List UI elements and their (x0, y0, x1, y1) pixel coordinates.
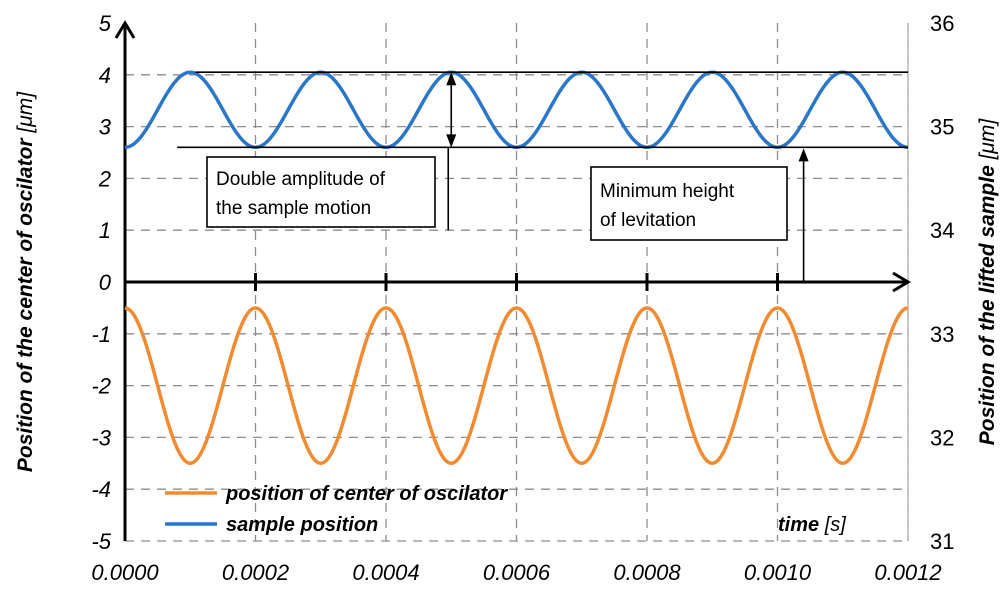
left-axis-title-unit: [μm] (14, 91, 37, 134)
minimum-height-annotation-line-2: of levitation (600, 210, 696, 231)
x-tick-label: 0.0002 (222, 560, 289, 585)
right-tick-label: 34 (930, 218, 954, 243)
left-tick-label: 2 (98, 166, 111, 191)
x-tick-label: 0.0010 (744, 560, 812, 585)
left-tick-label: -3 (91, 425, 111, 450)
x-axis-title-main: time (778, 514, 825, 536)
x-axis-title: time [s] (778, 514, 846, 536)
annotations: Double amplitude of the sample motion Mi… (177, 71, 908, 282)
x-tick-label: 0.0008 (613, 560, 681, 585)
right-tick-label: 31 (930, 529, 954, 554)
right-tick-label: 35 (930, 115, 954, 140)
double-amplitude-annotation-line-2: the sample motion (216, 198, 371, 219)
double-amplitude-annotation-line-1: Double amplitude of (216, 169, 386, 190)
oscillator-position-line (124, 306, 909, 466)
left-tick-label: 0 (99, 270, 112, 295)
left-tick-label: 4 (99, 63, 111, 88)
left-tick-label: 1 (99, 218, 111, 243)
right-axis-title-unit: [μm] (976, 118, 999, 161)
left-tick-label: -5 (91, 529, 111, 554)
right-axis-title-main: Position of the lifted sample (976, 159, 999, 445)
left-axis-tick-labels: 5 4 3 2 1 0 -1 -2 -3 -4 -5 (91, 11, 111, 554)
x-tick-label: 0.0000 (91, 560, 159, 585)
right-axis-title: Position of the lifted sample [μm] (976, 118, 999, 446)
legend-label-sample: sample position (226, 514, 378, 536)
x-tick-label: 0.0012 (874, 560, 941, 585)
y-axis-arrowhead (114, 20, 136, 39)
axes (114, 20, 911, 541)
legend: position of center of oscilator sample p… (165, 483, 508, 536)
x-tick-label: 0.0004 (352, 560, 419, 585)
legend-label-oscillator: position of center of oscilator (225, 483, 508, 505)
left-tick-label: 5 (99, 11, 112, 36)
double-amplitude-arrowhead-down (446, 134, 457, 148)
x-axis-tick-marks (254, 273, 779, 291)
left-axis-title-main: Position of the center of oscilator (14, 133, 37, 473)
right-tick-label: 36 (930, 11, 954, 36)
x-axis-arrowhead (892, 271, 911, 293)
double-amplitude-annotation-box (206, 156, 436, 228)
x-axis-tick-labels: 0.0000 0.0002 0.0004 0.0006 0.0008 0.0010 0.00… (91, 560, 941, 585)
x-axis-title-unit: [s] (824, 514, 847, 536)
left-axis-title: Position of the center of oscilator [μm] (14, 91, 37, 472)
minimum-height-arrowhead (798, 148, 809, 162)
double-amplitude-arrowhead-up (446, 72, 457, 86)
left-tick-label: 3 (99, 115, 112, 140)
left-tick-label: -2 (91, 374, 111, 399)
minimum-height-annotation-box (590, 166, 788, 241)
right-axis-tick-labels: 36 35 34 33 32 31 (930, 11, 954, 554)
right-tick-label: 33 (930, 322, 954, 347)
minimum-height-annotation-line-1: Minimum height (600, 181, 735, 202)
x-tick-label: 0.0006 (483, 560, 551, 585)
left-tick-label: -1 (91, 322, 111, 347)
left-tick-label: -4 (91, 477, 111, 502)
right-tick-label: 32 (930, 425, 954, 450)
